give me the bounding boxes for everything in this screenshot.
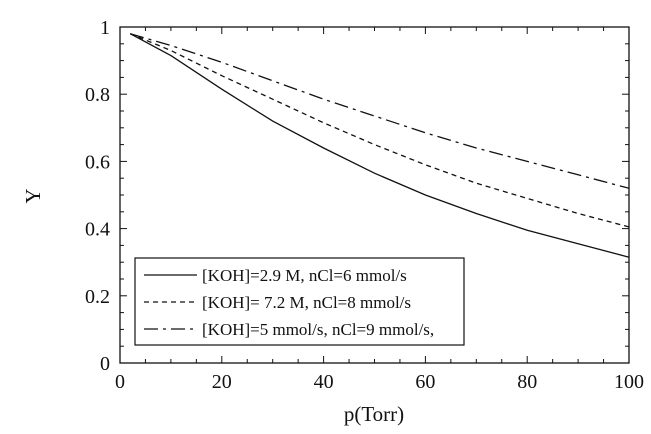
series-line-2 <box>129 33 630 228</box>
x-tick-label: 80 <box>517 371 537 393</box>
legend-items: [KOH]=2.9 M, nCl=6 mmol/s [KOH]= 7.2 M, n… <box>144 266 434 339</box>
y-axis-label: Y <box>21 188 45 203</box>
x-tick-label: 0 <box>115 371 125 393</box>
y-tick-label: 0.2 <box>85 286 110 308</box>
x-tick-label: 60 <box>415 371 435 393</box>
legend-label-1: [KOH]=2.9 M, nCl=6 mmol/s <box>202 266 407 285</box>
series-line-1 <box>129 33 630 258</box>
x-tick-label: 20 <box>212 371 232 393</box>
legend-label-3: [KOH]=5 mmol/s, nCl=9 mmol/s, <box>202 320 434 339</box>
axis-ticks <box>119 26 630 364</box>
y-tick-label: 1 <box>100 17 110 39</box>
y-tick-label: 0.6 <box>85 151 110 173</box>
y-tick-labels: 0 0.2 0.4 0.6 0.8 1 <box>85 17 110 375</box>
y-tick-label: 0.4 <box>85 219 110 241</box>
x-tick-labels: 0 20 40 60 80 100 <box>115 371 644 393</box>
x-tick-label: 40 <box>314 371 334 393</box>
x-tick-label: 100 <box>614 371 644 393</box>
x-axis-label: p(Torr) <box>344 402 404 426</box>
legend: [KOH]=2.9 M, nCl=6 mmol/s [KOH]= 7.2 M, n… <box>134 257 465 346</box>
y-tick-label: 0 <box>100 353 110 375</box>
series-lines <box>129 33 630 258</box>
series-line-3 <box>130 33 630 189</box>
y-tick-label: 0.8 <box>85 84 110 106</box>
legend-label-2: [KOH]= 7.2 M, nCl=8 mmol/s <box>202 293 411 312</box>
